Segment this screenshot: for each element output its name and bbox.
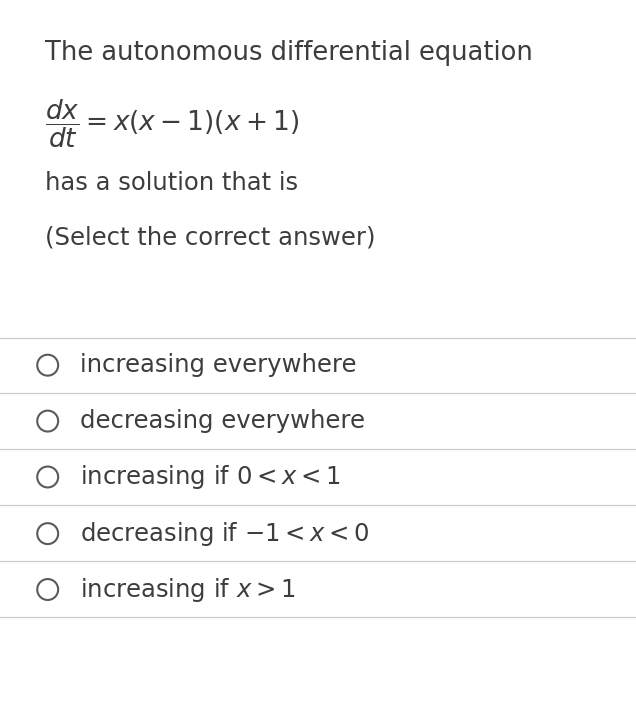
Point xyxy=(43,471,53,483)
Point xyxy=(43,359,53,371)
Text: $\dfrac{dx}{dt} = x(x - 1)(x + 1)$: $\dfrac{dx}{dt} = x(x - 1)(x + 1)$ xyxy=(45,98,298,150)
Point xyxy=(43,584,53,595)
Point xyxy=(43,415,53,427)
Text: increasing everywhere: increasing everywhere xyxy=(80,353,356,378)
Text: has a solution that is: has a solution that is xyxy=(45,171,298,195)
Text: decreasing everywhere: decreasing everywhere xyxy=(80,409,364,433)
Point xyxy=(43,528,53,539)
Text: (Select the correct answer): (Select the correct answer) xyxy=(45,225,375,249)
Text: decreasing if $-1 < x < 0$: decreasing if $-1 < x < 0$ xyxy=(80,520,370,547)
Text: increasing if $x > 1$: increasing if $x > 1$ xyxy=(80,576,294,603)
Text: increasing if $0 < x < 1$: increasing if $0 < x < 1$ xyxy=(80,463,340,491)
Text: The autonomous differential equation: The autonomous differential equation xyxy=(45,40,532,66)
